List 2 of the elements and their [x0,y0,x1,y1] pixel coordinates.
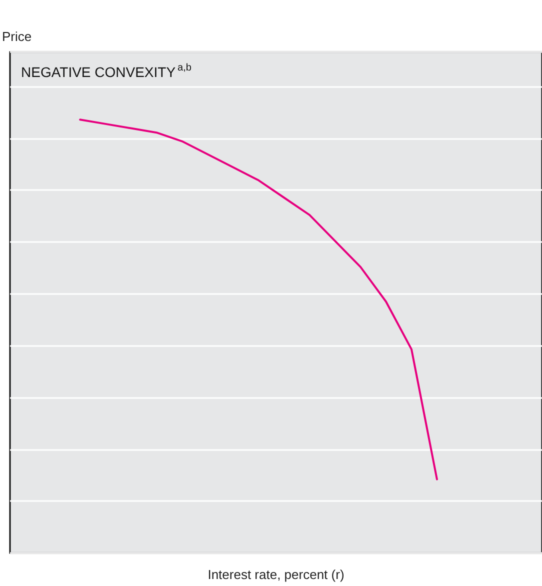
text: Price [2,29,32,44]
x-axis-title: Interest rate, percent (r) [208,567,344,582]
